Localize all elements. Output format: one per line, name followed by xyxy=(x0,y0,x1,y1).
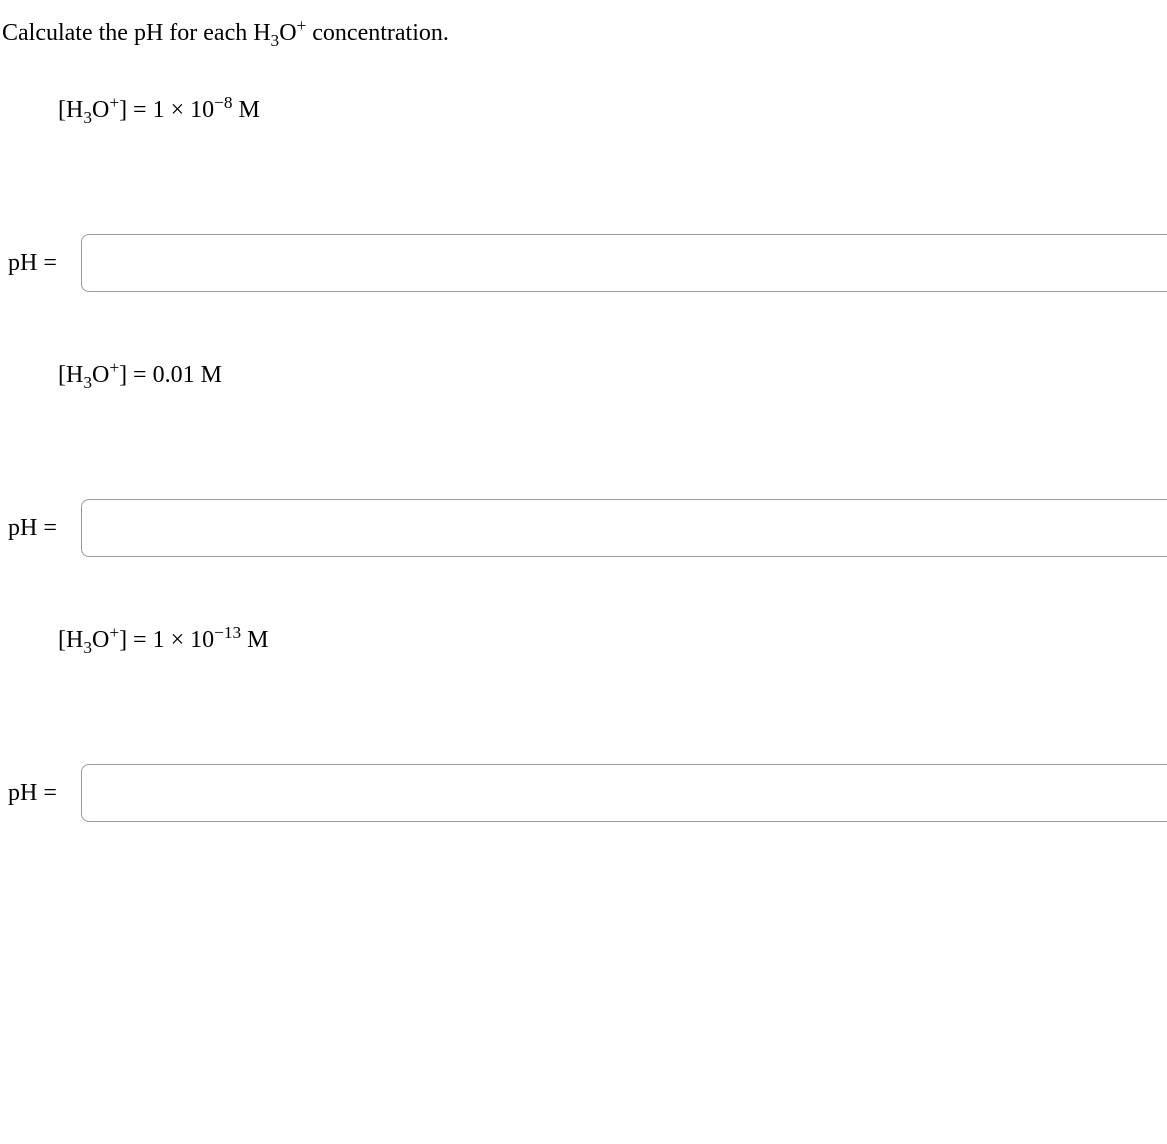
part-block: [H3O+] = 0.01 M pH = xyxy=(0,362,1167,557)
conc-sub-3: 3 xyxy=(83,108,92,127)
conc-prefix: [H xyxy=(58,362,83,388)
conc-mid: ] = 1 × 10 xyxy=(119,97,214,123)
conc-prefix: [H xyxy=(58,627,83,653)
conc-mid: ] = 0.01 M xyxy=(119,362,222,388)
conc-exp: −8 xyxy=(214,93,232,112)
conc-mid: ] = 1 × 10 xyxy=(119,627,214,653)
concentration-line: [H3O+] = 0.01 M xyxy=(58,362,1167,389)
ph-label: pH = xyxy=(8,515,57,542)
conc-o: O xyxy=(92,627,109,653)
ph-input[interactable] xyxy=(81,499,1167,557)
part-block: [H3O+] = 1 × 10−13 M pH = xyxy=(0,627,1167,822)
concentration-line: [H3O+] = 1 × 10−13 M xyxy=(58,627,1167,654)
answer-row: pH = xyxy=(0,234,1167,292)
answer-row: pH = xyxy=(0,764,1167,822)
title-text-end: concentration. xyxy=(306,20,449,46)
title-sup-plus: + xyxy=(297,16,307,35)
title-text-pre: Calculate the pH for each H xyxy=(2,20,271,46)
conc-o: O xyxy=(92,362,109,388)
question-container: Calculate the pH for each H3O+ concentra… xyxy=(0,0,1167,932)
conc-sub-3: 3 xyxy=(83,638,92,657)
ph-label: pH = xyxy=(8,780,57,807)
conc-end: M xyxy=(241,627,268,653)
answer-row: pH = xyxy=(0,499,1167,557)
conc-sup-plus: + xyxy=(109,358,119,377)
conc-o: O xyxy=(92,97,109,123)
title-sub-3: 3 xyxy=(271,31,280,50)
conc-sub-3: 3 xyxy=(83,373,92,392)
conc-exp: −13 xyxy=(214,623,241,642)
conc-sup-plus: + xyxy=(109,93,119,112)
conc-prefix: [H xyxy=(58,97,83,123)
ph-input[interactable] xyxy=(81,234,1167,292)
concentration-line: [H3O+] = 1 × 10−8 M xyxy=(58,97,1167,124)
ph-input[interactable] xyxy=(81,764,1167,822)
question-title: Calculate the pH for each H3O+ concentra… xyxy=(0,20,1167,47)
part-block: [H3O+] = 1 × 10−8 M pH = xyxy=(0,97,1167,292)
ph-label: pH = xyxy=(8,250,57,277)
title-text-o: O xyxy=(279,20,296,46)
conc-sup-plus: + xyxy=(109,623,119,642)
conc-end: M xyxy=(233,97,260,123)
